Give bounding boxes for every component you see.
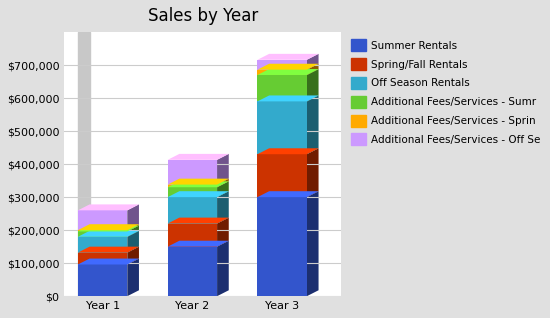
Polygon shape (78, 252, 127, 265)
Polygon shape (307, 95, 318, 154)
Polygon shape (78, 210, 127, 230)
Polygon shape (257, 75, 307, 101)
Polygon shape (307, 148, 318, 197)
Polygon shape (217, 191, 229, 224)
Polygon shape (78, 224, 139, 230)
Polygon shape (307, 69, 318, 101)
Polygon shape (127, 231, 139, 252)
Polygon shape (78, 32, 90, 296)
Polygon shape (257, 70, 307, 75)
Polygon shape (217, 179, 229, 187)
Polygon shape (217, 241, 229, 296)
Polygon shape (78, 247, 139, 252)
Polygon shape (257, 64, 318, 70)
Polygon shape (78, 225, 139, 232)
Polygon shape (78, 204, 139, 210)
Polygon shape (78, 259, 139, 265)
Polygon shape (257, 154, 307, 197)
Polygon shape (168, 154, 229, 160)
Polygon shape (127, 225, 139, 237)
Polygon shape (257, 54, 318, 60)
Polygon shape (127, 247, 139, 265)
Polygon shape (217, 218, 229, 247)
Polygon shape (168, 247, 217, 296)
Polygon shape (127, 204, 139, 230)
Polygon shape (257, 60, 307, 70)
Polygon shape (168, 187, 217, 197)
Polygon shape (168, 224, 217, 247)
Polygon shape (168, 184, 217, 187)
Polygon shape (168, 181, 229, 187)
Polygon shape (307, 64, 318, 75)
Polygon shape (78, 237, 127, 252)
Polygon shape (168, 191, 229, 197)
Polygon shape (217, 154, 229, 184)
Polygon shape (307, 54, 318, 70)
Polygon shape (168, 197, 217, 224)
Polygon shape (257, 148, 318, 154)
Legend: Summer Rentals, Spring/Fall Rentals, Off Season Rentals, Additional Fees/Service: Summer Rentals, Spring/Fall Rentals, Off… (349, 37, 542, 148)
Polygon shape (127, 224, 139, 232)
Polygon shape (257, 101, 307, 154)
Polygon shape (257, 191, 318, 197)
Polygon shape (168, 179, 229, 184)
Polygon shape (168, 160, 217, 184)
Polygon shape (127, 259, 139, 296)
Polygon shape (168, 218, 229, 224)
Polygon shape (257, 95, 318, 101)
Polygon shape (78, 232, 127, 237)
Polygon shape (78, 230, 127, 232)
Title: Sales by Year: Sales by Year (147, 7, 258, 25)
Polygon shape (168, 241, 229, 247)
Polygon shape (307, 191, 318, 296)
Polygon shape (257, 197, 307, 296)
Polygon shape (257, 69, 318, 75)
Polygon shape (78, 265, 127, 296)
Polygon shape (217, 181, 229, 197)
Polygon shape (78, 231, 139, 237)
